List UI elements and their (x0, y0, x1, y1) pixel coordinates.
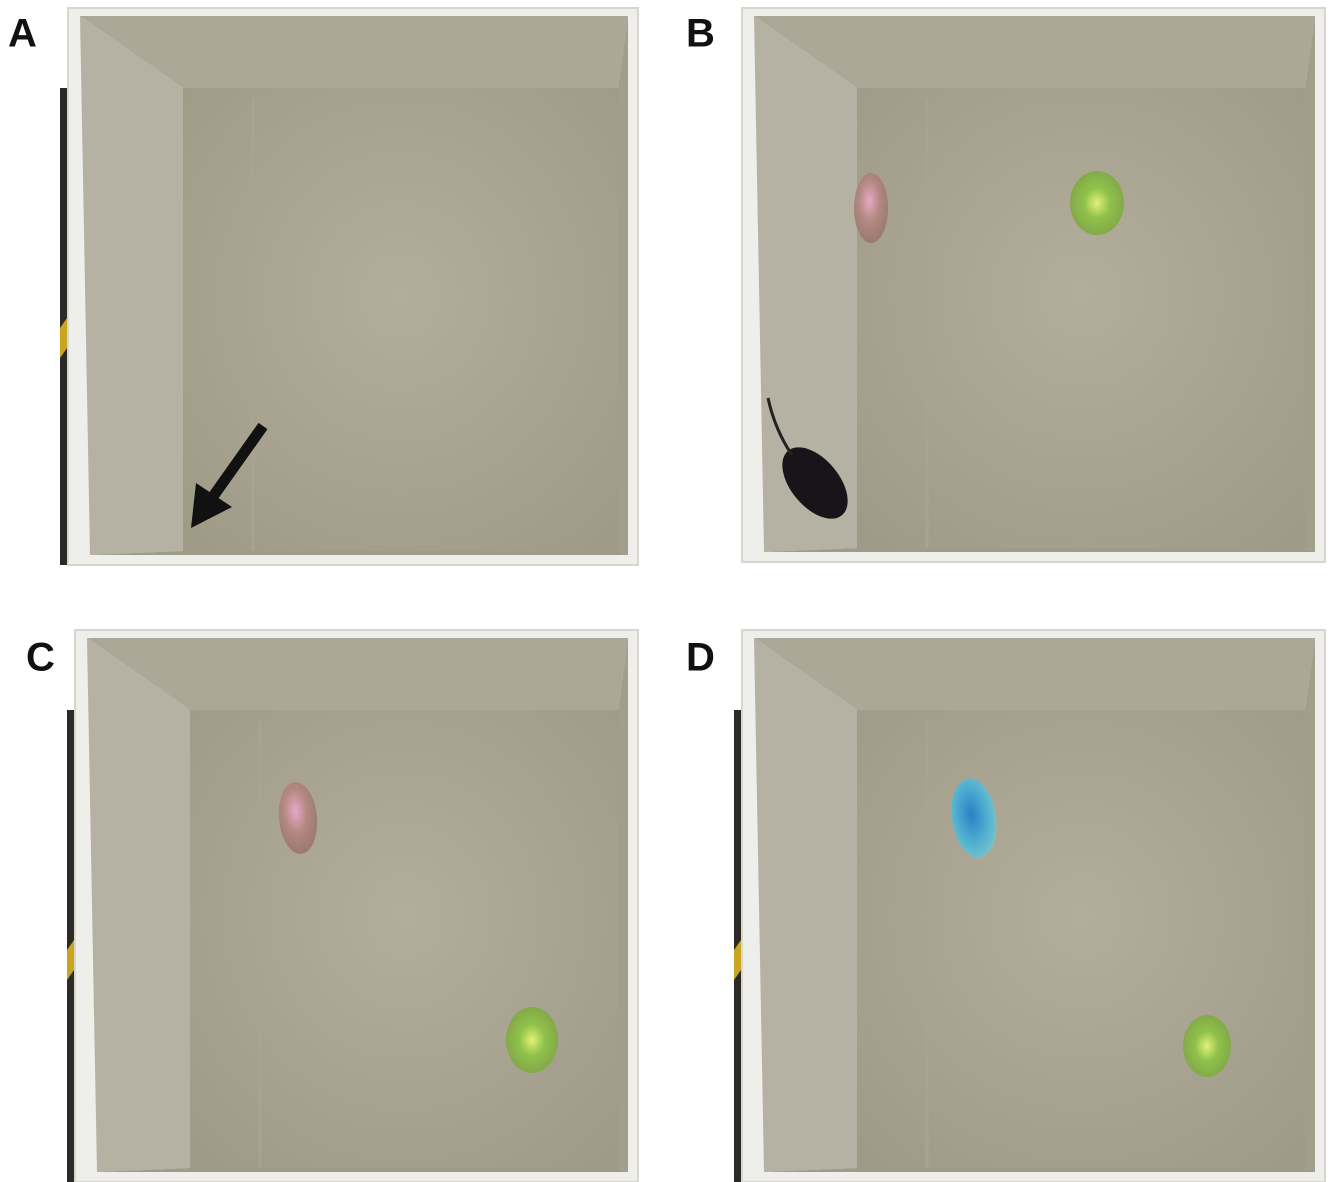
floor (857, 88, 1305, 548)
bottom-wall (764, 1168, 1315, 1172)
panel-label: D (686, 636, 715, 680)
bottom-wall (90, 551, 628, 555)
panel-label: C (26, 636, 55, 680)
panel-label: A (8, 12, 37, 56)
mouse-tail (766, 397, 794, 456)
left-wall (87, 638, 190, 1172)
arrow-head (191, 483, 232, 528)
object (951, 778, 997, 858)
left-wall (754, 16, 857, 552)
object (506, 1007, 558, 1073)
left-wall (80, 16, 183, 555)
right-wall (618, 16, 628, 555)
top-wall (754, 16, 1315, 88)
left-wall (754, 638, 857, 1172)
arena (734, 629, 1326, 1182)
mouse (782, 447, 848, 519)
right-wall (1305, 16, 1315, 552)
bottom-wall (97, 1168, 628, 1172)
object (854, 173, 888, 243)
top-wall (87, 638, 628, 710)
object (278, 782, 318, 854)
object (1070, 171, 1124, 235)
arena (60, 7, 639, 566)
panel-label: B (686, 12, 715, 56)
arrow-shaft (207, 422, 268, 502)
right-wall (618, 638, 628, 1172)
right-wall (1305, 638, 1315, 1172)
object (1183, 1015, 1231, 1077)
floor (857, 710, 1305, 1168)
floor (183, 88, 618, 551)
arena (741, 7, 1326, 563)
arena (67, 629, 639, 1182)
floor (190, 710, 618, 1168)
bottom-wall (764, 548, 1315, 552)
top-wall (80, 16, 628, 88)
top-wall (754, 638, 1315, 710)
